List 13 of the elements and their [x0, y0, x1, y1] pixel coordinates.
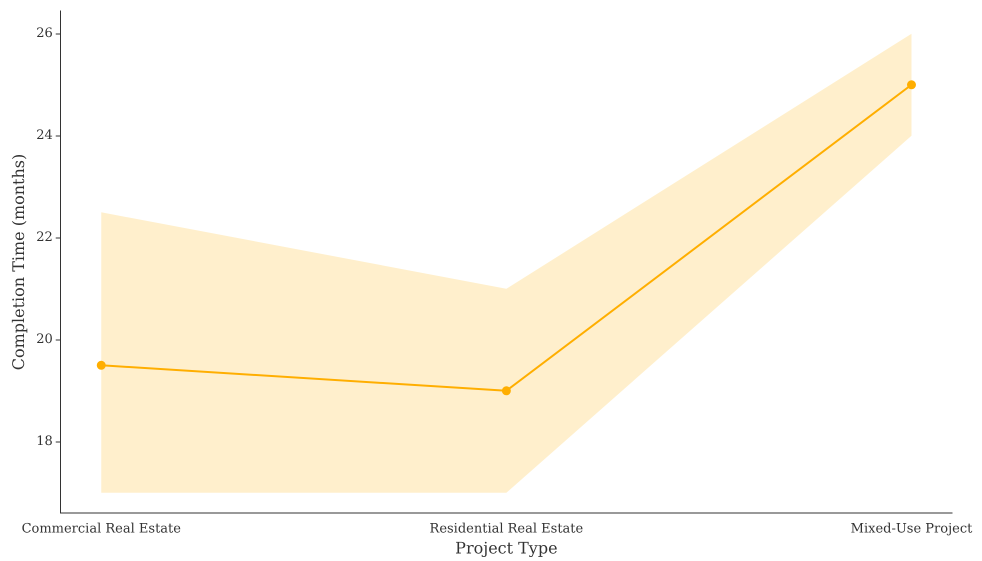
y-tick-label: 24: [36, 128, 53, 144]
x-tick-label: Commercial Real Estate: [22, 521, 182, 536]
x-tick-label: Mixed-Use Project: [850, 521, 974, 536]
point: [502, 386, 511, 396]
y-tick-label: 20: [36, 332, 53, 348]
y-tick-label: 22: [36, 230, 53, 246]
point: [906, 80, 916, 90]
x-axis-title: Project Type: [455, 538, 558, 558]
point: [96, 360, 106, 370]
y-tick-label: 26: [36, 26, 53, 42]
y-tick-label: 18: [36, 434, 53, 450]
y-axis-title: Completion Time (months): [8, 154, 28, 370]
x-tick-label: Residential Real Estate: [430, 521, 584, 536]
